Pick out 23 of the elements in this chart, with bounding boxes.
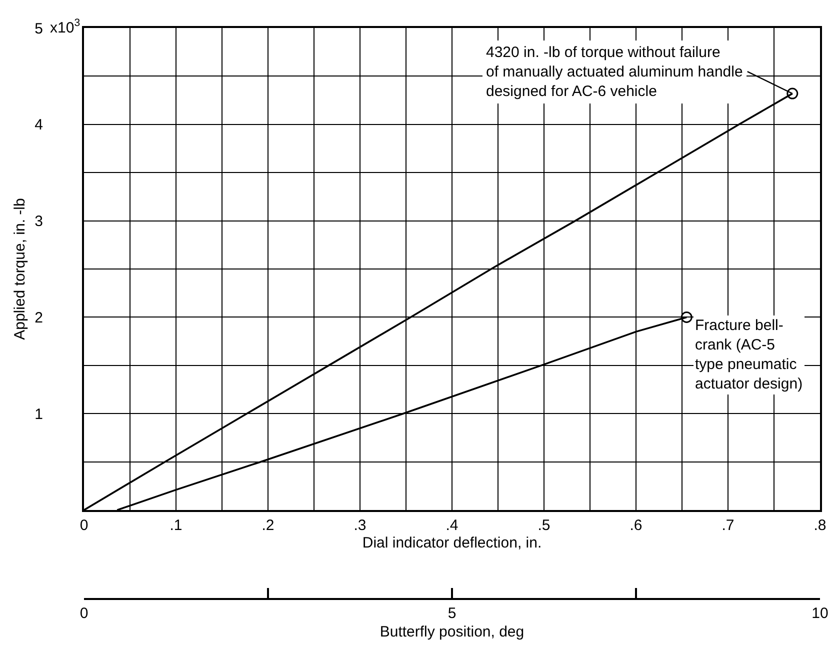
x-tick-label: .3 <box>354 517 366 534</box>
x-tick-label: .8 <box>814 517 826 534</box>
x-tick-label: .4 <box>446 517 458 534</box>
x2-tick-label: 0 <box>80 605 88 622</box>
x2-axis-title: Butterfly position, deg <box>380 624 524 641</box>
annotation: 4320 in. -lb of torque without failure of manually actuated aluminum handle designed for AC-6 vehicle <box>486 44 743 100</box>
x-tick-label: .7 <box>722 517 734 534</box>
y-tick-label: 5 <box>34 20 43 38</box>
x-tick-label: .1 <box>170 517 182 534</box>
y-tick-label: 1 <box>34 406 43 423</box>
text: x10$^{3}$ <box>50 17 80 36</box>
x-tick-label: 0 <box>80 517 88 534</box>
y-tick-label: 4 <box>34 116 43 134</box>
y-tick-label: 3 <box>34 213 43 230</box>
annotation: Fracture bell- crank (AC-5 type pneumatic actuator design) <box>695 317 803 392</box>
y-axis-title: Applied torque, in. -lb <box>11 198 28 340</box>
y-tick-label: 2 <box>34 309 43 326</box>
x2-tick-label: 10 <box>812 605 828 622</box>
x-axis-title: Dial indicator deflection, in. <box>362 534 542 552</box>
x-tick-label: .5 <box>538 517 550 534</box>
x-tick-label: .2 <box>262 517 274 534</box>
x2-tick-label: 5 <box>448 605 456 622</box>
x-tick-label: .6 <box>630 517 642 534</box>
